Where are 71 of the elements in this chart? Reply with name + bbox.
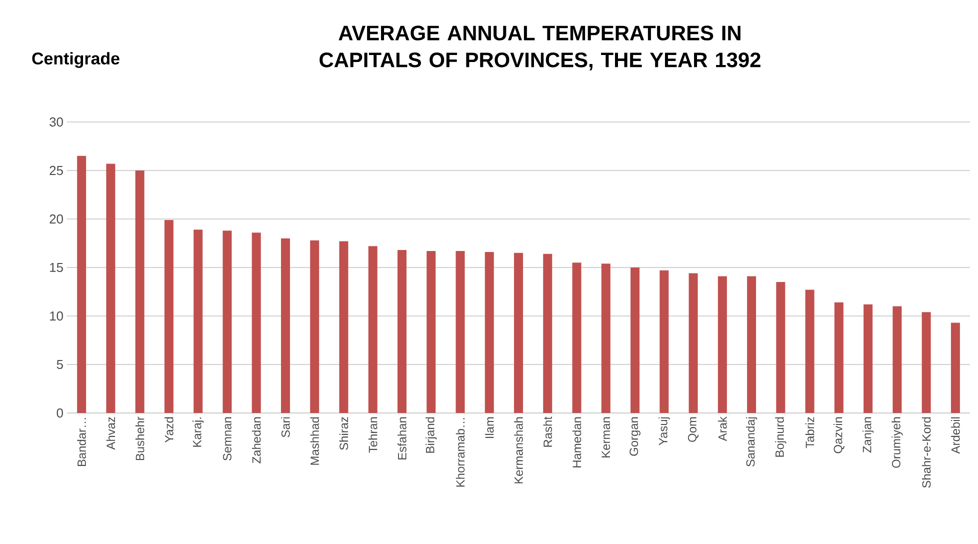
x-tick-label: Semnan xyxy=(222,417,232,460)
x-tick-label: Kermanshah xyxy=(514,417,523,484)
bar xyxy=(543,254,552,413)
bar xyxy=(397,250,406,413)
x-tick-label: Rasht xyxy=(543,416,552,447)
bar xyxy=(776,282,786,413)
chart-title: AVERAGE ANNUAL TEMPERATURES IN CAPITALS OF PROVINCES, THE YEAR 1392 xyxy=(320,26,760,70)
x-tick-label: Karaj. xyxy=(192,418,204,447)
bar xyxy=(514,252,524,413)
x-tick-label: Gorgan xyxy=(630,417,640,456)
bar xyxy=(368,246,378,413)
bar xyxy=(834,302,844,413)
bar xyxy=(280,238,290,413)
bar xyxy=(864,304,873,413)
bar xyxy=(660,270,669,413)
x-tick-label: Khorramab… xyxy=(456,418,465,487)
x-tick-label: Hamedan xyxy=(572,417,582,468)
x-tick-label: Kerman xyxy=(602,417,610,458)
bar xyxy=(222,230,232,413)
bar xyxy=(426,250,436,413)
x-tick-label: Qom xyxy=(688,417,699,442)
x-tick-label: Tabriz xyxy=(805,417,814,448)
x-tick-label: Birjand xyxy=(426,417,437,453)
bar xyxy=(922,312,931,413)
x-tick-label: Orumiyeh xyxy=(892,417,903,468)
x-tick-label: Esfahan xyxy=(398,417,406,460)
bar xyxy=(950,322,960,413)
y-tick-label: 5 xyxy=(56,360,63,369)
x-tick-label: Mashhad xyxy=(310,417,319,465)
y-tick-label: 20 xyxy=(50,214,63,224)
bar xyxy=(572,262,582,413)
bar xyxy=(688,273,698,413)
x-tick-label: Ilam xyxy=(484,417,494,438)
bar xyxy=(718,276,727,413)
y-axis-title: Centigrade xyxy=(32,52,120,68)
bar xyxy=(339,241,348,413)
x-tick-label: Ahvaz xyxy=(106,417,116,450)
x-tick-label: Shiraz xyxy=(339,417,348,450)
bar xyxy=(484,252,494,413)
x-tick-label: Yazd xyxy=(164,417,174,443)
bar xyxy=(164,220,174,413)
x-tick-label: Bojnurd xyxy=(775,417,786,457)
x-tick-label: Tehran xyxy=(368,417,378,453)
x-tick-label: Yasuj xyxy=(658,417,670,446)
bar xyxy=(310,240,320,413)
x-tick-label: Zahedan xyxy=(252,417,261,464)
bar xyxy=(892,306,902,413)
bar xyxy=(805,290,814,413)
x-tick-label: Zanjan xyxy=(862,417,874,453)
bar xyxy=(630,267,640,413)
bar xyxy=(77,156,86,413)
bar xyxy=(135,170,144,413)
x-tick-label: Qazvin xyxy=(833,417,844,454)
y-tick-label: 0 xyxy=(56,408,63,418)
x-tick-label: Shahr-e-Kord xyxy=(922,417,931,488)
bar xyxy=(601,264,610,413)
x-tick-label: Arak xyxy=(718,416,727,442)
bar xyxy=(252,232,261,413)
bar xyxy=(194,230,203,413)
y-tick-label: 10 xyxy=(50,311,63,321)
bar xyxy=(747,276,756,413)
x-tick-label: Bushehr xyxy=(135,416,144,460)
x-tick-label: Bandar… xyxy=(77,418,86,466)
y-tick-label: 30 xyxy=(50,117,63,127)
y-tick-label: 15 xyxy=(50,262,63,272)
x-tick-label: Sari xyxy=(281,417,290,438)
x-tick-label: Sanandaj xyxy=(746,417,758,466)
y-tick-label: 25 xyxy=(50,166,63,176)
bar xyxy=(456,250,465,413)
x-tick-label: Ardebil xyxy=(951,417,960,454)
bar xyxy=(106,164,116,413)
